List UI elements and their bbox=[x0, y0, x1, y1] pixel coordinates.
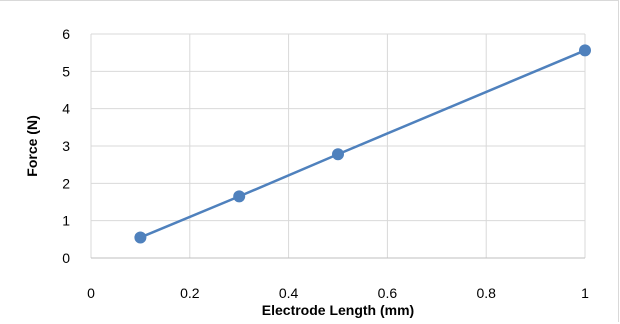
data-point bbox=[579, 44, 591, 57]
x-tick-label: 0 bbox=[87, 285, 95, 301]
x-tick-label: 0.6 bbox=[378, 285, 398, 301]
data-series bbox=[134, 44, 591, 244]
x-tick-label: 1 bbox=[581, 285, 589, 301]
y-tick-label: 4 bbox=[62, 101, 70, 117]
y-tick-label: 5 bbox=[62, 63, 70, 79]
x-axis-title: Electrode Length (mm) bbox=[262, 302, 414, 318]
x-tick-label: 0.8 bbox=[476, 285, 496, 301]
series-line bbox=[139, 49, 586, 239]
tick-labels: 0 0.2 0.4 0.6 0.8 1 0 1 2 3 4 5 6 bbox=[62, 26, 589, 301]
y-tick-label: 1 bbox=[62, 213, 70, 229]
data-point bbox=[332, 148, 344, 161]
x-tick-label: 0.2 bbox=[180, 285, 200, 301]
y-axis-title: Force (N) bbox=[24, 115, 40, 176]
x-tick-label: 0.4 bbox=[279, 285, 299, 301]
gridlines bbox=[90, 33, 586, 259]
y-tick-label: 6 bbox=[62, 26, 70, 42]
y-tick-label: 3 bbox=[62, 138, 70, 154]
data-point bbox=[233, 190, 246, 203]
y-tick-label: 2 bbox=[62, 175, 70, 191]
y-tick-label: 0 bbox=[62, 250, 70, 266]
data-point bbox=[134, 231, 147, 244]
